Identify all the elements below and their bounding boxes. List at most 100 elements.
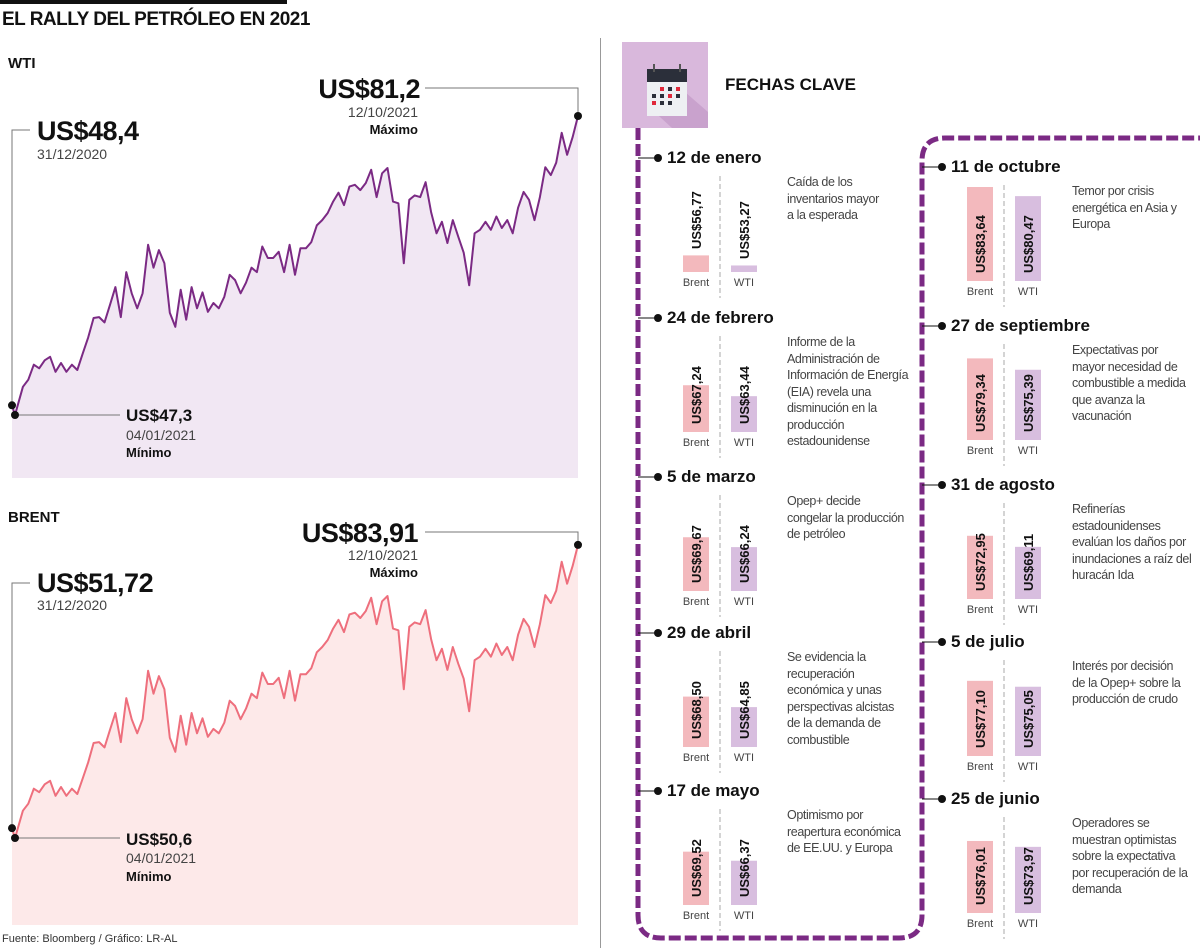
description-line: estadounidense bbox=[787, 434, 870, 448]
timeline-dot bbox=[938, 481, 946, 489]
key-date-description: Temor por crisis energética en Asia y Euro… bbox=[1072, 183, 1177, 233]
description-line: muestran optimistas bbox=[1072, 832, 1177, 847]
wti-line bbox=[11, 115, 579, 416]
wti-bar bbox=[1015, 196, 1041, 281]
timeline-path bbox=[635, 128, 1200, 941]
brent-value-label: US$76,01 bbox=[973, 847, 988, 905]
wti-value-label: US$80,47 bbox=[1021, 215, 1036, 273]
wti-bar-label: WTI bbox=[733, 752, 755, 764]
wti-bar-label: WTI bbox=[733, 277, 755, 289]
wti-value-label: US$75,39 bbox=[1021, 374, 1036, 432]
brent-bar-label: Brent bbox=[966, 761, 994, 773]
description-line: producción bbox=[787, 417, 845, 432]
wti-max-date: 12/10/2021 bbox=[347, 104, 418, 120]
brent-bar-label: Brent bbox=[682, 910, 710, 922]
wti-bar-label: WTI bbox=[733, 437, 755, 449]
wti-bar-label: WTI bbox=[1017, 918, 1039, 930]
description-line: Opep+ decide bbox=[787, 494, 861, 508]
brent-min-date: 04/01/2021 bbox=[126, 850, 197, 866]
key-date-heading: 11 de octubre bbox=[951, 157, 1061, 176]
key-date-heading: 5 de julio bbox=[951, 632, 1025, 651]
wti-area bbox=[12, 116, 578, 478]
brent-bar bbox=[683, 696, 709, 747]
brent-value-label: US$77,10 bbox=[973, 690, 988, 748]
timeline-dot bbox=[654, 314, 662, 322]
key-date-heading: 24 de febrero bbox=[667, 308, 774, 327]
description-line: (EIA) revela una bbox=[787, 384, 871, 399]
brent-bar-label: Brent bbox=[682, 596, 710, 608]
brent-bar bbox=[967, 680, 993, 756]
wti-start-leader bbox=[11, 129, 30, 403]
timeline-dot bbox=[938, 795, 946, 803]
timeline-dot bbox=[654, 629, 662, 637]
description-line: de EE.UU. y Europa bbox=[787, 841, 893, 855]
wti-value-label: US$64,85 bbox=[737, 681, 752, 739]
brent-bar bbox=[967, 840, 993, 913]
description-line: congelar la producción bbox=[787, 510, 904, 525]
wti-start-date: 31/12/2020 bbox=[37, 146, 108, 162]
brent-value-label: US$79,34 bbox=[973, 374, 988, 432]
description-line: energética en Asia y bbox=[1072, 200, 1177, 215]
timeline-dot bbox=[654, 154, 662, 162]
wti-bar-label: WTI bbox=[1017, 286, 1039, 298]
wti-value-label: US$63,44 bbox=[737, 366, 752, 424]
key-date-description: Operadores se muestran optimistas sobre la… bbox=[1072, 815, 1188, 898]
timeline-dot bbox=[938, 163, 946, 171]
key-date-heading: 25 de junio bbox=[951, 789, 1040, 808]
brent-bar-label: Brent bbox=[966, 604, 994, 616]
wti-start-value: US$48,4 bbox=[37, 116, 139, 146]
wti-bar-label: WTI bbox=[1017, 445, 1039, 457]
description-line: Expectativas por bbox=[1072, 343, 1159, 357]
wti-bar bbox=[731, 860, 757, 905]
source-note: Fuente: Bloomberg / Gráfico: LR-AL bbox=[2, 933, 178, 945]
description-line: Administración de bbox=[787, 351, 880, 366]
brent-value-label: US$83,64 bbox=[973, 215, 988, 273]
wti-value-label: US$66,24 bbox=[737, 525, 752, 583]
key-date-description: Expectativas por mayor necesidad de combus… bbox=[1072, 342, 1186, 425]
brent-bar-label: Brent bbox=[682, 752, 710, 764]
brent-area bbox=[12, 544, 578, 925]
page-title: EL RALLY DEL PETRÓLEO EN 2021 bbox=[2, 9, 310, 30]
brent-value-label: US$68,50 bbox=[689, 681, 704, 739]
wti-title: WTI bbox=[8, 55, 36, 72]
description-line: a la esperada bbox=[787, 208, 858, 222]
brent-bar-label: Brent bbox=[966, 286, 994, 298]
description-line: económica y unas bbox=[787, 683, 882, 697]
wti-min-date: 04/01/2021 bbox=[126, 427, 197, 443]
brent-bar-label: Brent bbox=[966, 445, 994, 457]
description-line: producción de crudo bbox=[1072, 692, 1178, 706]
description-line: disminución en la bbox=[787, 401, 877, 415]
calendar-icon bbox=[647, 64, 708, 128]
description-line: Refinerías bbox=[1072, 502, 1125, 516]
wti-min-value: US$47,3 bbox=[126, 406, 193, 425]
description-line: Caída de los bbox=[787, 175, 853, 189]
description-line: huracán Ida bbox=[1072, 568, 1134, 582]
wti-bar bbox=[1015, 686, 1041, 756]
description-line: combustible bbox=[787, 732, 850, 747]
brent-bar bbox=[683, 537, 709, 591]
brent-bar bbox=[967, 535, 993, 599]
brent-start-date: 31/12/2020 bbox=[37, 597, 108, 613]
timeline-dot bbox=[654, 787, 662, 795]
description-line: inundaciones a raíz del bbox=[1072, 551, 1192, 566]
timeline-dot bbox=[938, 638, 946, 646]
wti-bar-label: WTI bbox=[1017, 761, 1039, 773]
key-date-description: Refinerías estadounidenses evalúan los dañ… bbox=[1072, 501, 1192, 584]
description-line: evalúan los daños por bbox=[1072, 535, 1186, 549]
calendar-icon-box bbox=[622, 42, 708, 128]
brent-max-date: 12/10/2021 bbox=[347, 547, 418, 563]
brent-bar-label: Brent bbox=[682, 437, 710, 449]
brent-max-point bbox=[574, 540, 582, 549]
description-line: mayor necesidad de bbox=[1072, 359, 1178, 374]
brent-start-leader bbox=[11, 582, 30, 826]
wti-bar bbox=[1015, 846, 1041, 913]
panel-divider bbox=[600, 38, 601, 948]
title-rule bbox=[0, 0, 287, 4]
key-date-heading: 5 de marzo bbox=[667, 467, 756, 486]
wti-bar-label: WTI bbox=[733, 910, 755, 922]
brent-value-label: US$69,52 bbox=[689, 839, 704, 897]
brent-min-value: US$50,6 bbox=[126, 830, 193, 849]
description-line: Europa bbox=[1072, 217, 1110, 231]
brent-bar bbox=[683, 385, 709, 432]
